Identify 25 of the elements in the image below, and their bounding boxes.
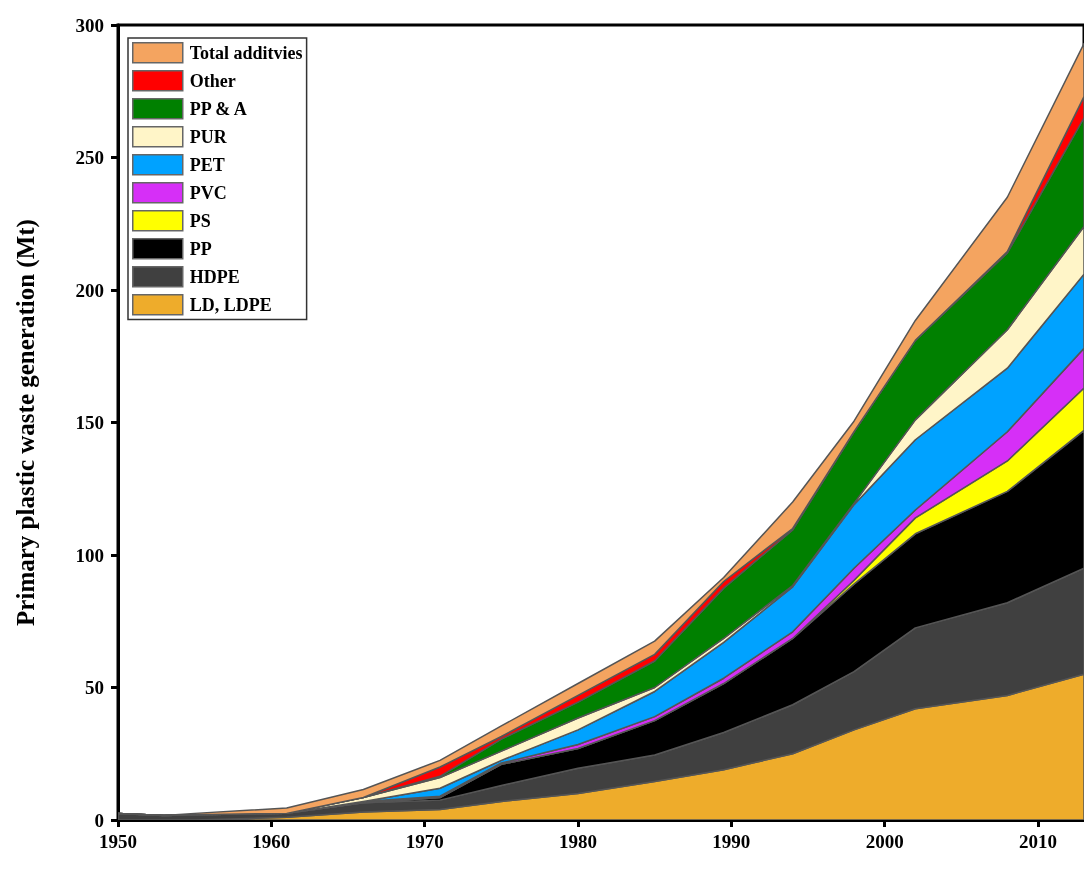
y-tick-label: 250 — [75, 147, 104, 168]
y-tick-label: 50 — [85, 677, 104, 698]
legend-label: PP — [189, 238, 212, 259]
y-tick-label: 300 — [75, 14, 104, 36]
x-tick-label: 1970 — [405, 831, 444, 852]
legend-label: HDPE — [189, 266, 240, 287]
y-tick-label: 150 — [75, 412, 104, 433]
legend-label: Other — [189, 70, 236, 91]
y-tick-label: 0 — [94, 809, 104, 831]
legend-label: LD, LDPE — [189, 294, 272, 315]
legend-label: PUR — [189, 126, 228, 147]
x-tick-label: 2000 — [865, 831, 904, 852]
x-tick-label: 1950 — [99, 831, 137, 852]
x-tick-label: 1960 — [252, 831, 291, 852]
y-axis-title: Primary plastic waste generation (Mt) — [12, 219, 40, 626]
x-tick-label: 2010 — [1019, 831, 1057, 852]
x-tick-label: 1990 — [712, 831, 751, 852]
legend-label: PS — [189, 210, 211, 231]
y-tick-label: 100 — [75, 544, 104, 566]
x-tick-label: 1980 — [559, 831, 597, 852]
legend-label: PET — [189, 154, 225, 175]
legend-label: Total additvies — [189, 42, 303, 63]
legend-label: PP & A — [189, 98, 247, 119]
legend-label: PVC — [189, 182, 227, 203]
y-tick-label: 200 — [75, 279, 104, 301]
